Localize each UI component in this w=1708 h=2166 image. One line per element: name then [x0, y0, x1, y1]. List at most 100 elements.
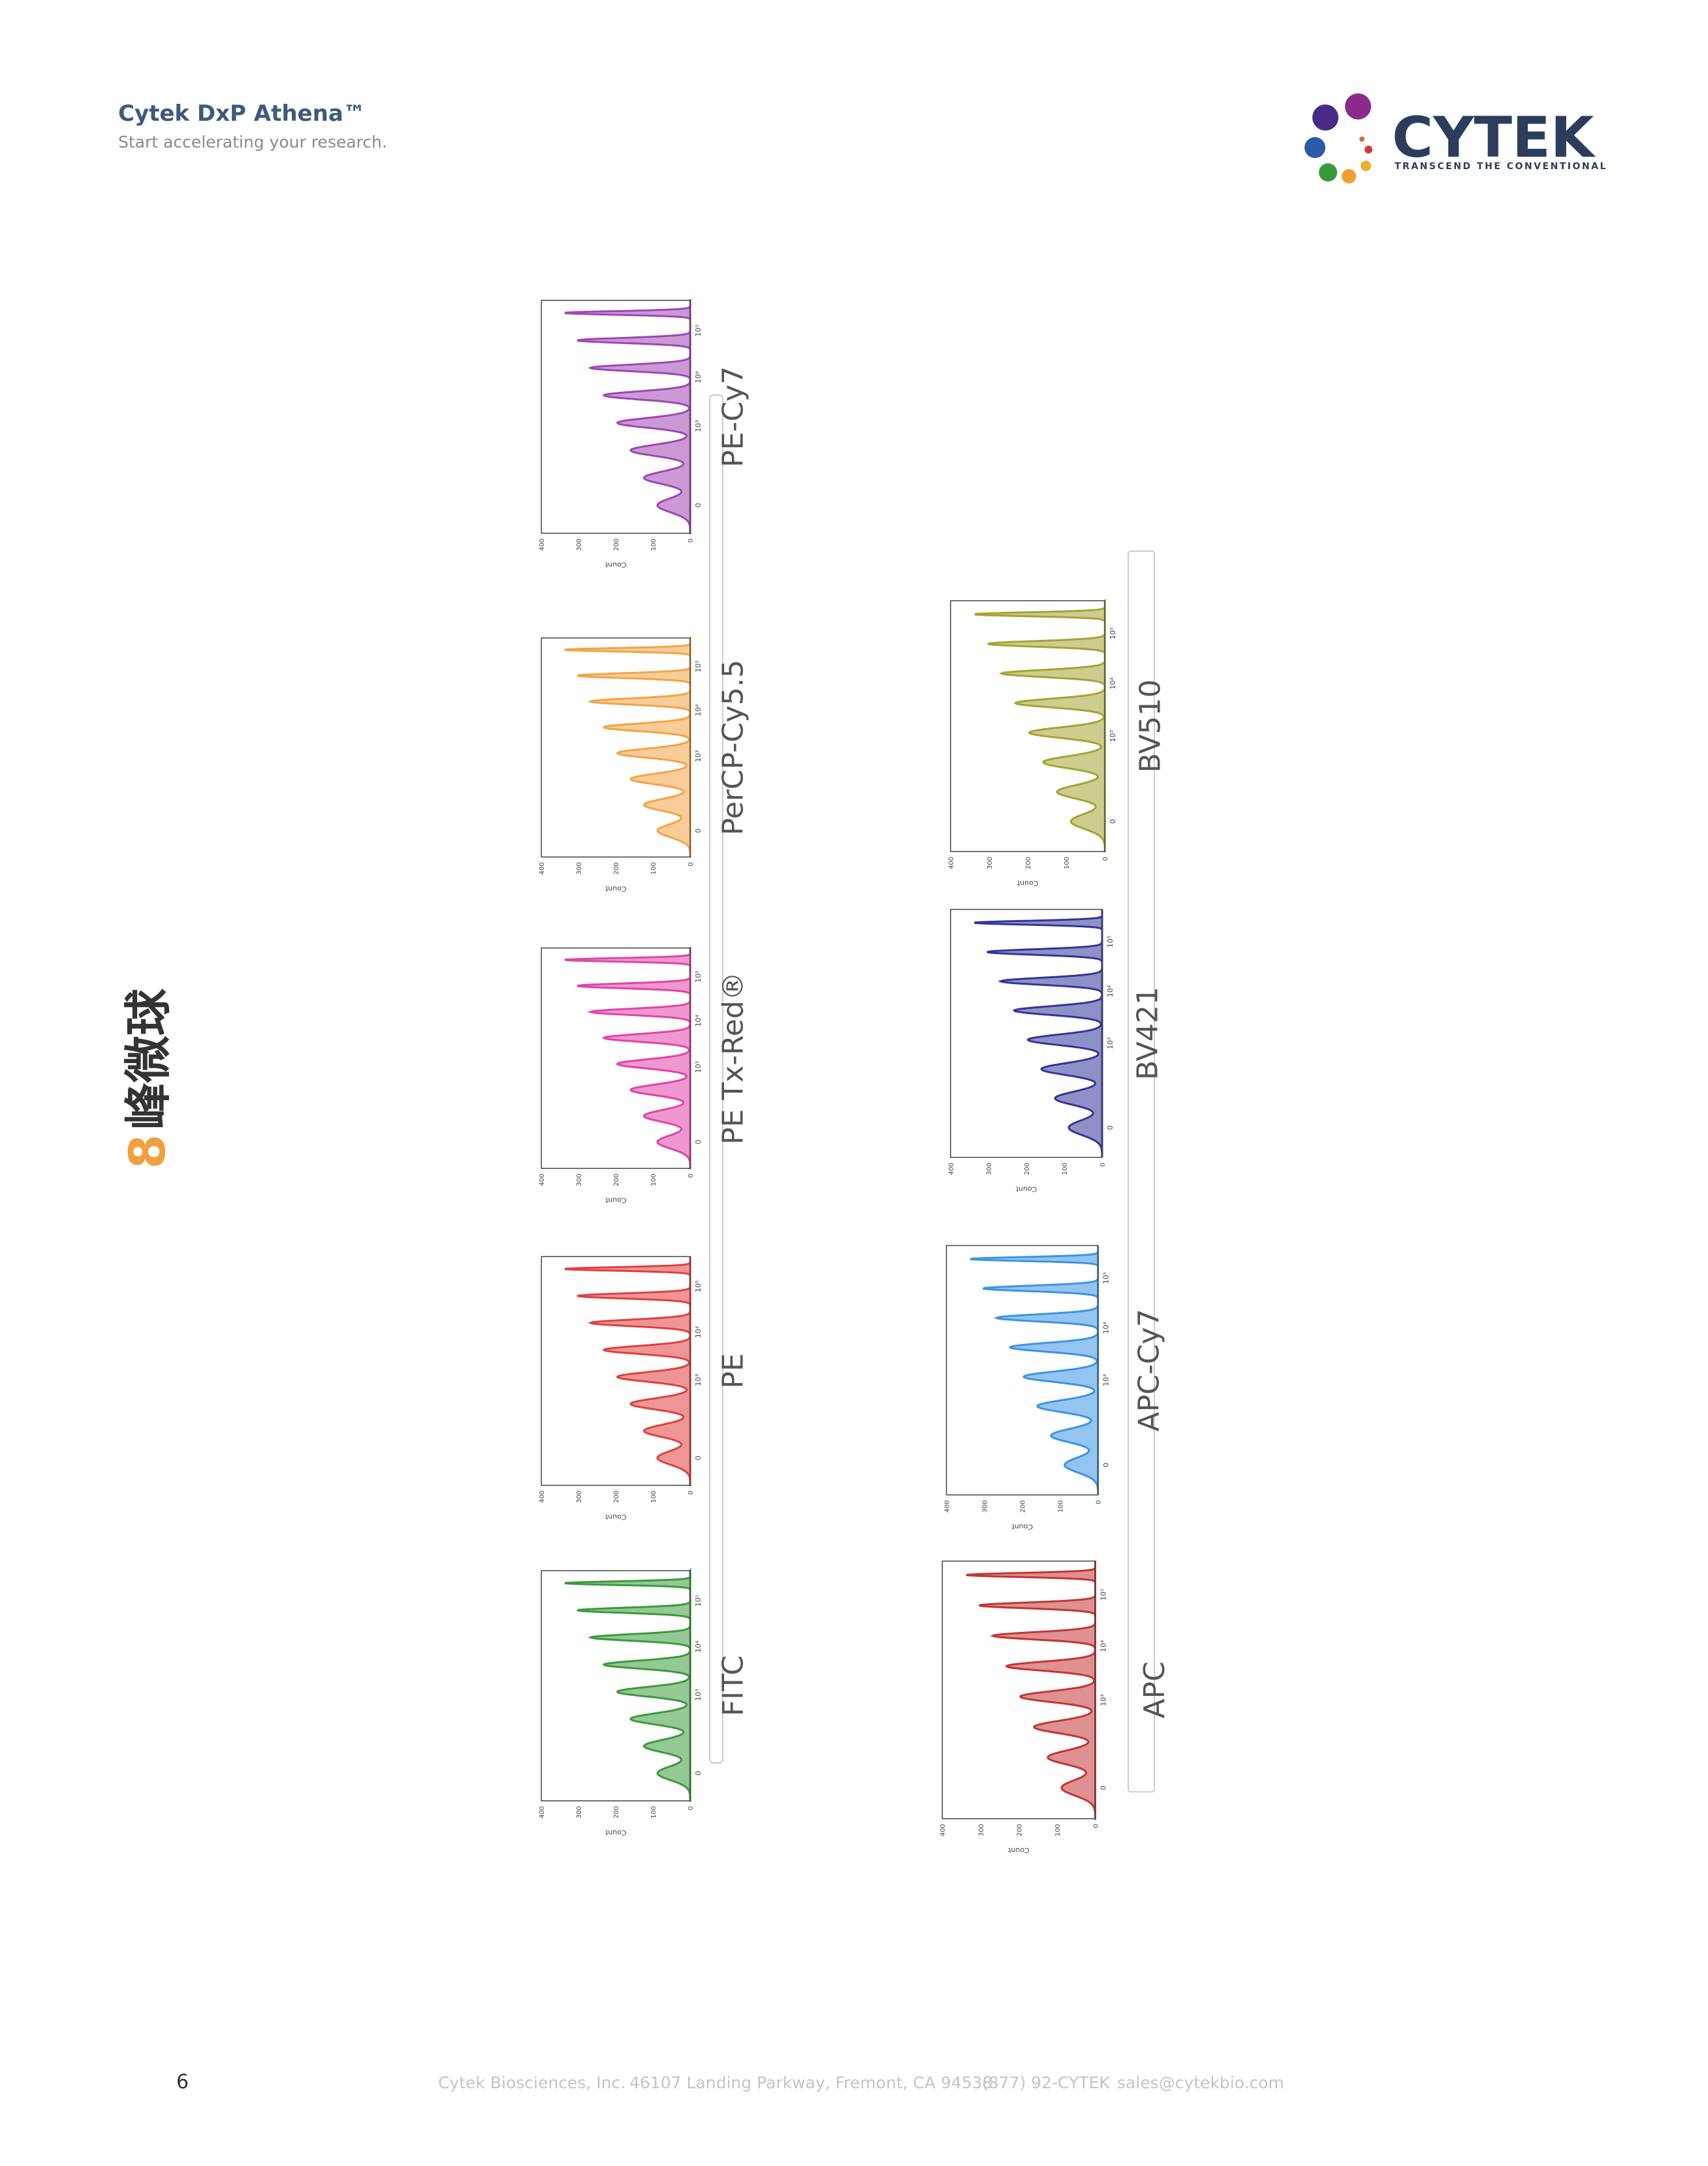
- y-tick-label: 100: [650, 1173, 657, 1186]
- histogram-peaks: [966, 1561, 1096, 1820]
- x-tick-label: 10³: [694, 750, 703, 762]
- x-tick-label: 10³: [1099, 1694, 1107, 1706]
- y-axis-label: Count: [1015, 1185, 1037, 1193]
- histogram-peaks: [974, 598, 1106, 853]
- x-tick-label: 10⁵: [694, 970, 703, 982]
- y-tick-label: 400: [539, 1173, 546, 1186]
- y-axis-label: Count: [605, 1196, 626, 1204]
- y-tick-label: 200: [613, 1806, 620, 1819]
- y-tick-label: 300: [986, 1162, 993, 1175]
- histogram-peaks: [564, 1567, 691, 1802]
- x-tick-label: 10⁵: [1109, 628, 1117, 639]
- y-tick-label: 300: [576, 1806, 583, 1819]
- x-tick-label: 10⁴: [1109, 677, 1117, 690]
- x-tick-label: 10³: [694, 1374, 703, 1386]
- x-tick-label: 0: [1106, 1125, 1115, 1130]
- footer-email: sales@cytekbio.com: [1117, 2073, 1284, 2092]
- panel-label: BV421: [1131, 987, 1164, 1080]
- y-tick-label: 200: [1024, 1162, 1031, 1175]
- logo-tagline: TRANSCEND THE CONVENTIONAL: [1395, 161, 1607, 172]
- x-tick-label: 0: [694, 829, 703, 833]
- y-tick-label: 400: [944, 1500, 951, 1512]
- y-axis-label: Count: [605, 1828, 626, 1837]
- y-tick-label: 100: [1058, 1500, 1065, 1512]
- y-tick-label: 0: [688, 539, 695, 543]
- y-tick-label: 400: [539, 862, 546, 874]
- y-tick-label: 400: [948, 857, 955, 869]
- section-number: 8: [118, 1134, 176, 1169]
- y-tick-label: 0: [1092, 1824, 1099, 1828]
- panel-label: PE-Cy7: [716, 366, 750, 468]
- x-tick-label: 10⁴: [1106, 985, 1115, 997]
- y-axis-label: Count: [1017, 879, 1038, 887]
- x-tick-label: 10³: [694, 420, 703, 432]
- histogram-peaks: [564, 298, 691, 535]
- plot-frame: [950, 908, 1103, 1158]
- x-tick-label: 10⁵: [1102, 1272, 1111, 1284]
- x-tick-label: 10⁵: [694, 1595, 703, 1606]
- y-tick-label: 100: [650, 1806, 657, 1819]
- page-number: 6: [176, 2071, 189, 2094]
- panel-label: PE: [716, 1353, 750, 1388]
- histogram-panel: 400 300 200 100 0 Count 0 10³ 10⁴ 10⁵ BV421: [948, 908, 1164, 1193]
- x-tick-label: 10⁴: [694, 1326, 703, 1338]
- y-tick-label: 400: [948, 1162, 955, 1175]
- x-tick-label: 10⁵: [1099, 1589, 1107, 1601]
- x-tick-label: 10⁵: [694, 1281, 703, 1292]
- y-tick-label: 200: [613, 862, 620, 874]
- y-tick-label: 200: [613, 1491, 620, 1503]
- y-tick-label: 400: [539, 1491, 546, 1503]
- y-tick-label: 0: [688, 1491, 695, 1495]
- footer-address: 46107 Landing Parkway, Fremont, CA 94538: [629, 2073, 992, 2092]
- footer-company: Cytek Biosciences, Inc.: [438, 2073, 625, 2092]
- y-tick-label: 300: [987, 857, 994, 869]
- x-tick-label: 10⁴: [694, 704, 703, 716]
- y-tick-label: 200: [613, 539, 620, 551]
- plot-frame: [950, 600, 1105, 852]
- plot-frame: [541, 300, 691, 534]
- plot-frame: [541, 1256, 691, 1486]
- histogram-peaks: [973, 909, 1103, 1158]
- histogram-panel: 400 300 200 100 0 Count 0 10³ 10⁴ 10⁵ PE: [539, 1256, 750, 1521]
- x-tick-label: 0: [694, 1456, 703, 1460]
- histogram-peaks: [970, 1245, 1099, 1495]
- y-axis-label: Count: [1011, 1522, 1033, 1531]
- histogram-panel: 400 300 200 100 0 Count 0 10³ 10⁴ 10⁵ FITC: [539, 1567, 750, 1837]
- y-tick-label: 200: [1025, 857, 1032, 869]
- histogram-panel: 400 300 200 100 0 Count 0 10³ 10⁴ 10⁵ APC-Cy7: [944, 1245, 1166, 1531]
- x-tick-label: 10⁴: [694, 1014, 703, 1027]
- logo-name: CYTEK: [1392, 105, 1596, 170]
- plot-frame: [941, 1560, 1096, 1819]
- y-tick-label: 0: [688, 862, 695, 866]
- header-subtitle: Start accelerating your research.: [118, 133, 387, 151]
- y-tick-label: 0: [688, 1173, 695, 1177]
- histogram-panel: 400 300 200 100 0 Count 0 10³ 10⁴ 10⁵ PE-Cy7: [539, 298, 750, 569]
- y-tick-label: 300: [576, 1173, 583, 1186]
- y-tick-label: 200: [613, 1173, 620, 1186]
- plot-frame: [541, 1570, 691, 1802]
- y-axis-label: Count: [605, 884, 626, 893]
- y-tick-label: 300: [576, 539, 583, 551]
- header-title: Cytek DxP Athena™: [118, 101, 366, 127]
- histogram-peaks: [564, 1256, 691, 1487]
- y-tick-label: 100: [650, 1491, 657, 1503]
- x-tick-label: 0: [1099, 1785, 1107, 1790]
- y-tick-label: 400: [539, 539, 546, 551]
- x-tick-label: 10³: [694, 1061, 703, 1073]
- y-tick-label: 300: [576, 1491, 583, 1503]
- x-tick-label: 10³: [694, 1689, 703, 1700]
- x-tick-label: 10⁵: [1106, 936, 1115, 948]
- y-tick-label: 100: [1064, 857, 1071, 869]
- x-tick-label: 0: [1102, 1463, 1111, 1467]
- x-tick-label: 0: [694, 1771, 703, 1776]
- section-title: 8 峰微球: [118, 988, 176, 1169]
- x-tick-label: 10⁴: [1099, 1640, 1107, 1652]
- x-tick-label: 10⁵: [694, 660, 703, 672]
- panel-label: PE Tx-Red®: [716, 972, 750, 1145]
- panel-label: BV510: [1134, 680, 1167, 773]
- y-axis-label: Count: [605, 561, 626, 569]
- y-axis-label: Count: [605, 1513, 626, 1521]
- panel-label: FITC: [716, 1655, 750, 1716]
- histogram-panel: 400 300 200 100 0 Count 0 10³ 10⁴ 10⁵ BV510: [948, 598, 1167, 887]
- histogram-peaks: [564, 636, 691, 858]
